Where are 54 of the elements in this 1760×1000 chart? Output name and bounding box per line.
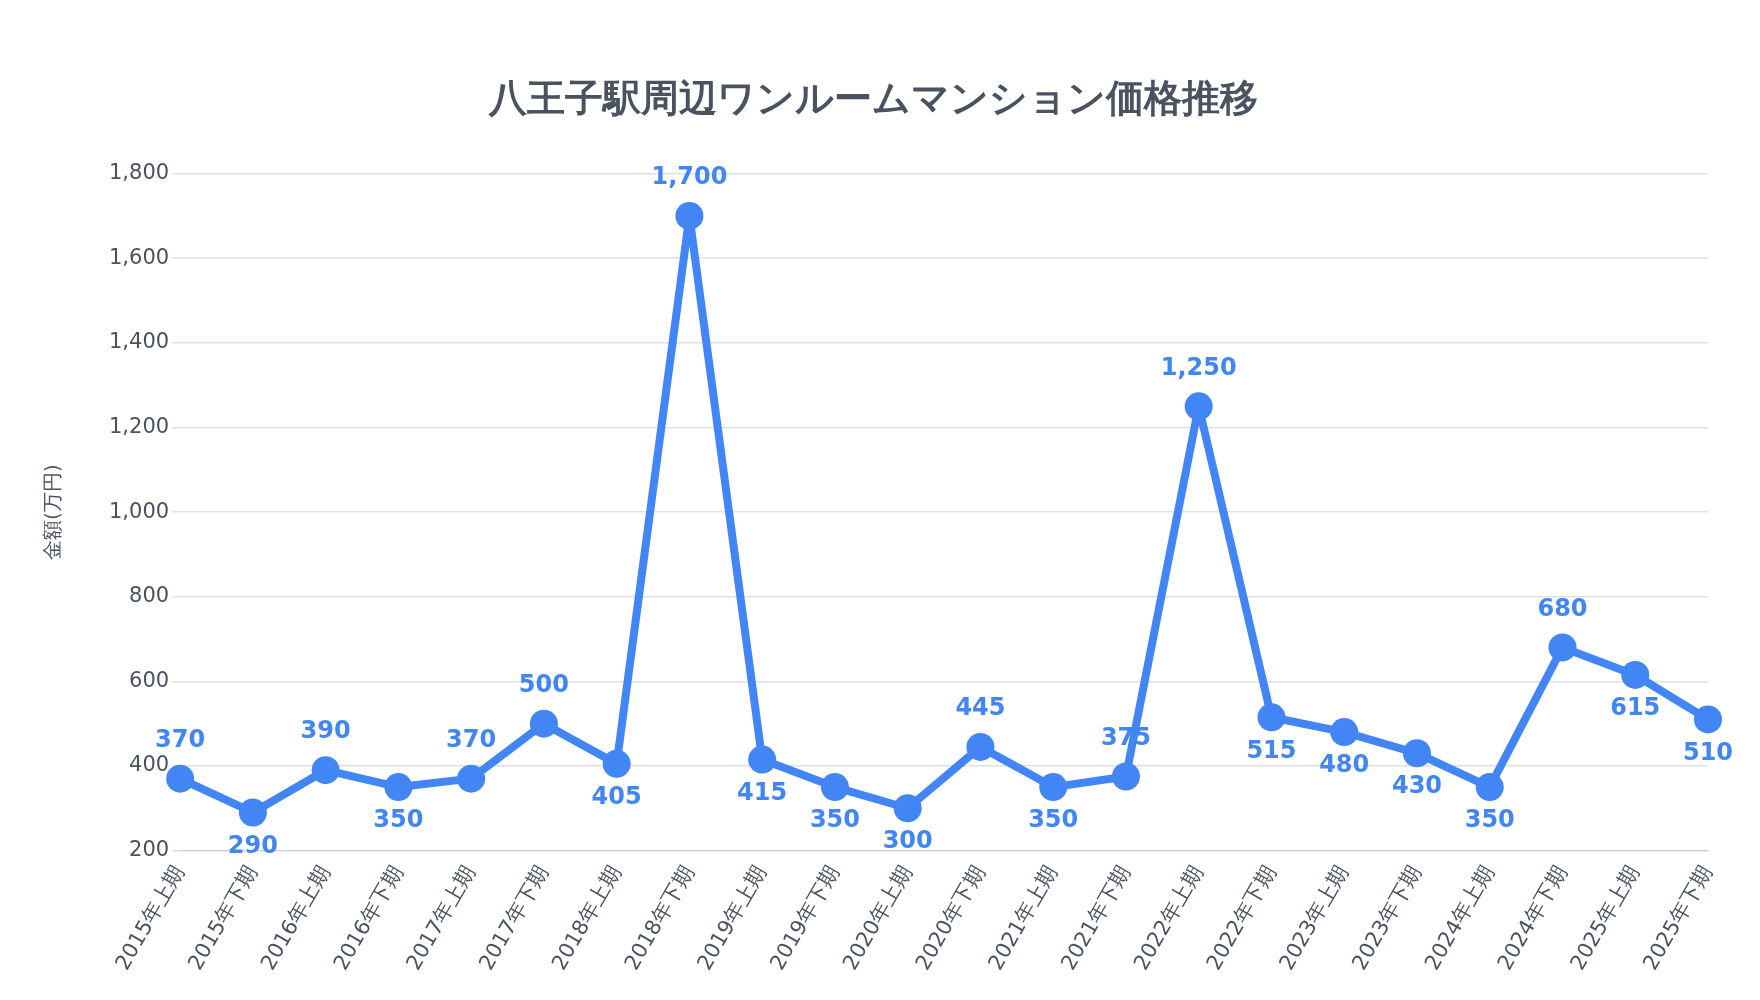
point: [893, 794, 922, 823]
point: [384, 773, 413, 802]
point: [238, 798, 267, 827]
data-label: 390: [300, 716, 351, 745]
y-tick-label: 1,400: [108, 329, 170, 354]
data-label: 1,250: [1160, 352, 1237, 381]
point: [820, 773, 849, 802]
data-label: 615: [1610, 693, 1661, 722]
y-tick-label: 800: [129, 583, 170, 608]
y-axis-title: 金額(万円): [40, 464, 65, 560]
y-tick-label: 200: [129, 837, 170, 862]
point: [1694, 705, 1722, 734]
point: [675, 201, 704, 230]
point: [166, 764, 195, 793]
point: [1111, 762, 1140, 791]
point: [1330, 718, 1359, 747]
data-label: 415: [737, 777, 788, 806]
data-label: 370: [446, 724, 497, 753]
y-tick-label: 1,600: [108, 244, 170, 269]
data-label: 680: [1537, 593, 1588, 622]
data-label: 370: [155, 724, 206, 753]
y-tick-label: 1,800: [108, 160, 170, 185]
data-label: 350: [373, 805, 424, 834]
y-tick-label: 600: [129, 667, 170, 692]
point: [966, 732, 995, 761]
data-label: 500: [518, 669, 569, 698]
point: [1621, 660, 1650, 689]
data-label: 290: [227, 830, 278, 859]
data-label: 350: [809, 805, 860, 834]
point: [1548, 633, 1577, 662]
data-label: 350: [1464, 805, 1515, 834]
data-label: 430: [1391, 771, 1443, 800]
point: [1039, 773, 1068, 802]
data-label: 480: [1319, 750, 1370, 779]
data-label: 405: [591, 782, 642, 811]
point: [1257, 703, 1286, 732]
data-label: 510: [1682, 737, 1734, 766]
data-label: 350: [1028, 805, 1079, 834]
y-tick-label: 1,000: [108, 498, 170, 523]
point: [311, 756, 340, 785]
data-label: 445: [955, 693, 1006, 722]
y-tick-label: 400: [129, 752, 170, 777]
point: [602, 749, 631, 778]
point: [1402, 739, 1431, 768]
point: [748, 745, 777, 774]
point: [529, 709, 558, 738]
point: [1184, 392, 1213, 421]
data-label: 515: [1246, 735, 1297, 764]
point: [1475, 773, 1504, 802]
y-tick-label: 1,200: [108, 413, 170, 438]
data-label: 1,700: [651, 162, 728, 191]
chart-title: 八王子駅周辺ワンルームマンション価格推移: [487, 75, 1258, 120]
data-label: 300: [882, 826, 933, 855]
point: [457, 764, 486, 793]
